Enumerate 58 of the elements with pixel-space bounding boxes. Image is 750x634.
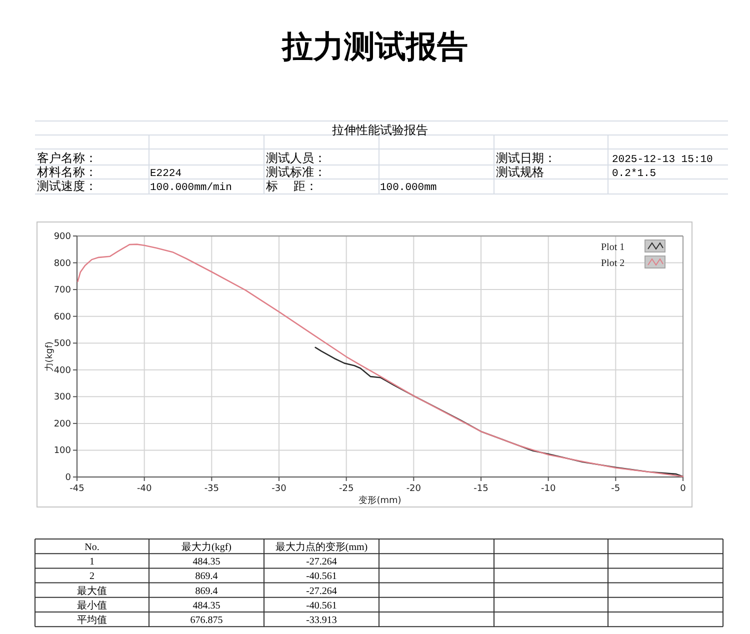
- text: E2224: [150, 168, 182, 180]
- y-tick-label: 0: [65, 473, 72, 483]
- chart-subtitle: 拉伸性能试验报告: [332, 123, 428, 137]
- text: 2: [90, 571, 94, 582]
- y-tick-label: 500: [54, 339, 72, 350]
- text: 484.35: [192, 600, 220, 612]
- text: -33.913: [306, 615, 337, 626]
- text: 869.4: [195, 586, 218, 597]
- text: 平均值: [77, 614, 107, 626]
- text: 测试规格: [496, 165, 544, 179]
- y-tick-label: 300: [54, 392, 72, 403]
- text: -40.561: [306, 571, 337, 582]
- text: -40.561: [306, 600, 337, 612]
- text: 676.875: [190, 615, 223, 626]
- y-tick-label: 900: [54, 232, 72, 242]
- y-tick-label: 700: [54, 286, 72, 296]
- text: 标 距：: [265, 179, 318, 193]
- legend-label: Plot 2: [601, 258, 625, 269]
- text: 869.4: [195, 571, 218, 582]
- y-axis-title: 力(kgf): [44, 341, 55, 372]
- text: 0.2*1.5: [612, 168, 656, 180]
- chart-title: 拉力测试报告: [281, 29, 468, 65]
- x-tick-label: -35: [204, 484, 220, 494]
- y-tick-label: 400: [54, 366, 72, 376]
- text: 最大力(kgf): [182, 541, 232, 553]
- text: 测试速度：: [37, 179, 97, 193]
- y-tick-label: 600: [54, 312, 72, 322]
- text: 测试人员：: [266, 151, 326, 165]
- y-tick-label: 200: [54, 419, 72, 430]
- text: -27.264: [306, 556, 337, 568]
- line-series: [314, 346, 684, 478]
- text: 484.35: [192, 556, 220, 568]
- x-tick-label: 0: [680, 484, 686, 494]
- x-tick-label: -10: [540, 484, 556, 494]
- x-tick-label: -15: [474, 484, 488, 494]
- y-tick-label: 800: [54, 258, 72, 269]
- x-axis-title: 变形(mm): [358, 495, 402, 506]
- x-tick-label: -25: [338, 484, 354, 494]
- text: 最大值: [77, 584, 107, 597]
- text: 最小值: [77, 599, 107, 612]
- text: 100.000mm/min: [150, 182, 232, 194]
- text: 最大力点的变形(mm): [275, 541, 368, 553]
- text: 材料名称：: [36, 165, 97, 179]
- text: 测试标准：: [266, 165, 326, 179]
- x-tick-label: -40: [136, 484, 152, 494]
- x-tick-label: -30: [272, 484, 287, 494]
- text: 客户名称：: [37, 151, 97, 165]
- text: No.: [84, 542, 100, 553]
- text: -27.264: [306, 586, 337, 597]
- y-tick-label: 100: [54, 446, 72, 456]
- x-tick-label: -5: [611, 484, 620, 494]
- legend-label: Plot 1: [601, 242, 625, 253]
- text: 100.000mm: [380, 182, 437, 194]
- text: 1: [90, 556, 94, 568]
- text: 测试日期：: [496, 151, 556, 165]
- x-tick-label: -20: [406, 484, 422, 494]
- text: 2025-12-13 15:10: [612, 154, 713, 166]
- x-tick-label: -45: [70, 484, 84, 494]
